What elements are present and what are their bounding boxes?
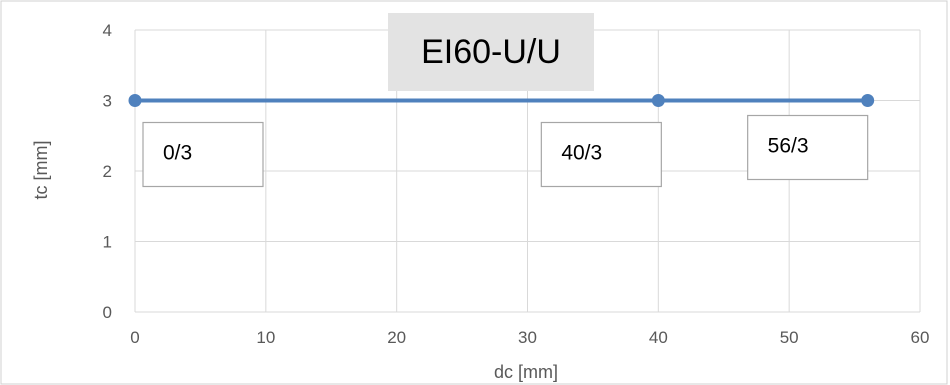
y-axis-title: tc [mm]	[31, 141, 51, 200]
data-point	[861, 94, 875, 107]
data-label: 0/3	[142, 121, 264, 188]
data-point	[128, 94, 142, 107]
y-tick-label: 0	[103, 303, 112, 322]
data-label-box	[747, 114, 869, 181]
data-point	[651, 94, 665, 107]
y-tick-label: 4	[103, 21, 112, 40]
chart-title: EI60-U/U	[421, 33, 561, 71]
x-tick-label: 30	[518, 328, 537, 347]
tick-labels: 0 10 20 30 40 50 60 0 1 2 3 4	[103, 21, 930, 347]
x-tick-label: 40	[649, 328, 668, 347]
y-tick-label: 3	[103, 92, 112, 111]
x-tick-label: 0	[130, 328, 139, 347]
data-label: 56/3	[747, 114, 869, 181]
data-label: 40/3	[540, 121, 662, 188]
data-labels: 0/3 40/3 56/3	[142, 114, 869, 188]
x-tick-label: 50	[780, 328, 799, 347]
y-tick-label: 2	[103, 162, 112, 181]
data-label-text: 40/3	[561, 142, 602, 165]
chart-title-box	[388, 13, 594, 91]
x-axis-title: dc [mm]	[494, 362, 558, 382]
series	[128, 94, 875, 107]
data-label-text: 0/3	[163, 142, 192, 165]
data-label-text: 56/3	[768, 135, 809, 158]
x-tick-label: 20	[387, 328, 406, 347]
data-label-box	[142, 121, 264, 188]
y-tick-label: 1	[103, 233, 112, 252]
data-label-box	[540, 121, 662, 188]
x-tick-label: 10	[256, 328, 275, 347]
x-tick-label: 60	[911, 328, 930, 347]
chart-title-group: EI60-U/U	[388, 13, 594, 91]
